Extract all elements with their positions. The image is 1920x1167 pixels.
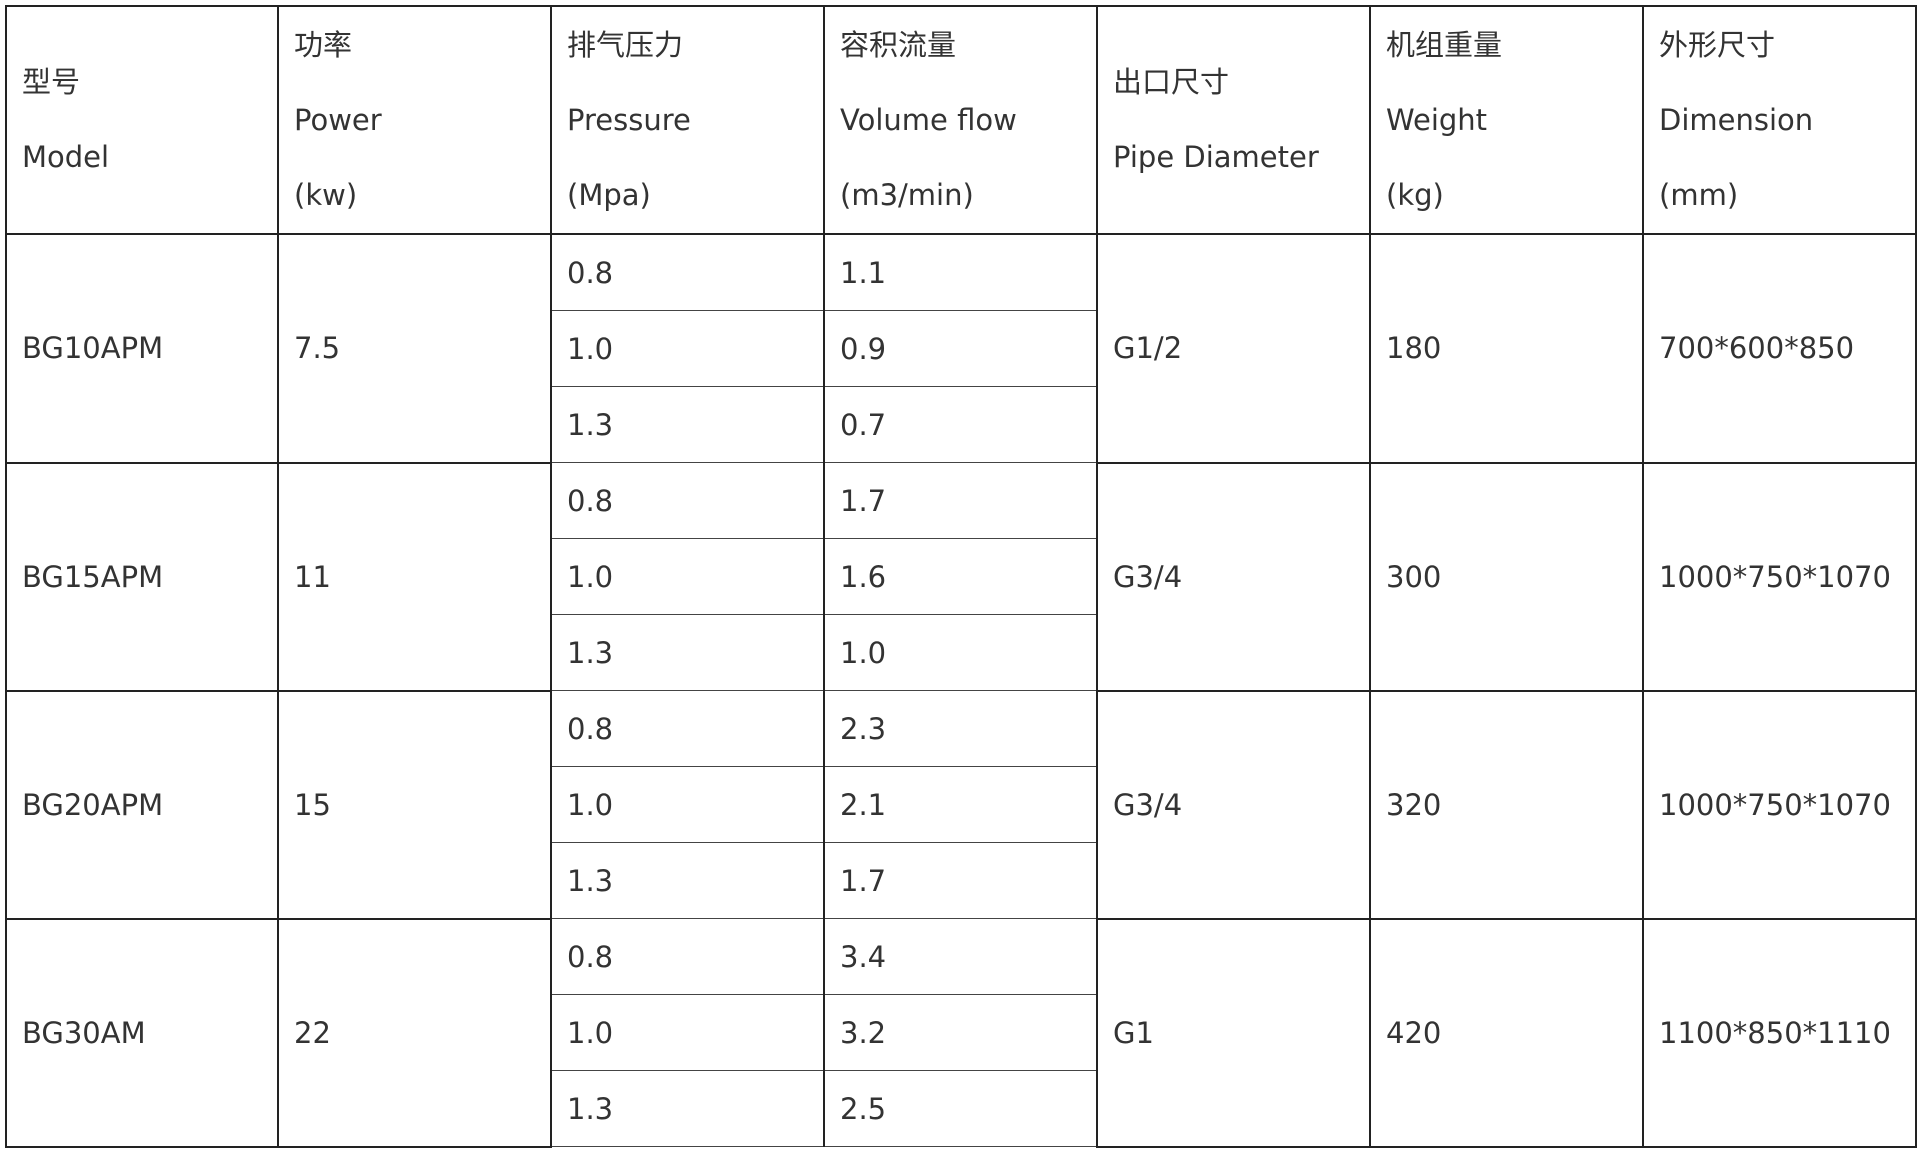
weight-cell: 300 [1369, 461, 1644, 692]
header-line: 外形尺寸 [1659, 27, 1776, 62]
header-line: 排气压力 [567, 27, 684, 62]
flow-cell: 1.6 [823, 538, 1098, 615]
power-cell: 7.5 [277, 233, 552, 464]
table-row: 1.0 0.9 [6, 310, 1916, 387]
flow-cell: 1.7 [823, 842, 1098, 919]
pressure-cell: 1.0 [550, 310, 825, 387]
table-row: 1.3 2.5 [6, 1070, 1916, 1147]
model-cell: BG15APM [5, 461, 279, 692]
pressure-cell: 1.0 [550, 994, 825, 1071]
header-line: (kw) [294, 177, 358, 212]
power-cell: 15 [277, 689, 552, 920]
pressure-cell: 1.3 [550, 1070, 825, 1147]
flow-cell: 2.3 [823, 690, 1098, 767]
pressure-cell: 1.0 [550, 538, 825, 615]
power-cell: 11 [277, 461, 552, 692]
table-row: BG20APM 15 0.8 2.3 G3/4 320 1000*750*1070 [5, 689, 1917, 920]
header-line: Model [22, 140, 110, 174]
pressure-cell: 1.3 [550, 614, 825, 691]
header-line: Power [294, 102, 382, 137]
dimension-cell: 700*600*850 [1642, 233, 1917, 464]
header-line: Pressure [567, 102, 691, 137]
dimension-cell: 1100*850*1110 [1642, 917, 1917, 1148]
flow-cell: 3.4 [823, 918, 1098, 995]
header-dimension: 外形尺寸 Dimension (mm) [1642, 5, 1917, 235]
header-line: (kg) [1386, 177, 1444, 212]
table-row: 1.0 3.2 [6, 994, 1916, 1071]
table-row: BG10APM 7.5 0.8 1.1 G1/2 180 700*600*850 [5, 233, 1917, 464]
dimension-cell: 1000*750*1070 [1642, 461, 1917, 692]
power-cell: 22 [277, 917, 552, 1148]
header-weight: 机组重量 Weight (kg) [1369, 5, 1644, 235]
header-line: (Mpa) [567, 177, 651, 212]
model-cell: BG20APM [5, 689, 279, 920]
flow-cell: 2.1 [823, 766, 1098, 843]
header-power: 功率 Power (kw) [277, 5, 552, 235]
header-line: Weight [1386, 102, 1488, 137]
header-line: 容积流量 [840, 27, 957, 62]
header-pressure: 排气压力 Pressure (Mpa) [550, 5, 825, 235]
flow-cell: 2.5 [823, 1070, 1098, 1147]
header-line: Dimension [1659, 102, 1814, 137]
pipe-cell: G3/4 [1096, 689, 1371, 920]
table-row: 1.3 1.7 [6, 842, 1916, 919]
weight-cell: 320 [1369, 689, 1644, 920]
header-line: Pipe Diameter [1113, 140, 1319, 174]
pressure-cell: 1.3 [550, 386, 825, 463]
pressure-cell: 0.8 [550, 233, 825, 311]
weight-cell: 180 [1369, 233, 1644, 464]
header-row: 型号 Model 功率 Power (kw) 排气压力 Pressure (Mpa) 容积流量 V… [5, 5, 1917, 235]
dimension-cell: 1000*750*1070 [1642, 689, 1917, 920]
header-flow: 容积流量 Volume flow (m3/min) [823, 5, 1098, 235]
header-line: 出口尺寸 [1113, 65, 1230, 99]
table-row: BG30AM 22 0.8 3.4 G1 420 1100*850*1110 [5, 917, 1917, 1148]
header-line: (mm) [1659, 177, 1739, 212]
model-cell: BG10APM [5, 233, 279, 464]
header-pipe: 出口尺寸 Pipe Diameter [1096, 5, 1371, 235]
pressure-cell: 1.3 [550, 842, 825, 919]
header-line: 机组重量 [1386, 27, 1503, 62]
header-line: (m3/min) [840, 177, 974, 212]
pressure-cell: 0.8 [550, 690, 825, 767]
header-model: 型号 Model [5, 5, 279, 235]
table-row: 1.0 1.6 [6, 538, 1916, 615]
pressure-cell: 1.0 [550, 766, 825, 843]
table-row: BG15APM 11 0.8 1.7 G3/4 300 1000*750*1070 [5, 461, 1917, 692]
flow-cell: 0.9 [823, 310, 1098, 387]
header-line: Volume flow [840, 102, 1017, 137]
model-cell: BG30AM [5, 917, 279, 1148]
flow-cell: 0.7 [823, 386, 1098, 463]
table-row: 1.0 2.1 [6, 766, 1916, 843]
header-line: 功率 [294, 27, 353, 62]
pipe-cell: G3/4 [1096, 461, 1371, 692]
header-line: 型号 [22, 65, 81, 99]
pipe-cell: G1/2 [1096, 233, 1371, 464]
weight-cell: 420 [1369, 917, 1644, 1148]
flow-cell: 3.2 [823, 994, 1098, 1071]
pipe-cell: G1 [1096, 917, 1371, 1148]
pressure-cell: 0.8 [550, 918, 825, 995]
flow-cell: 1.0 [823, 614, 1098, 691]
flow-cell: 1.7 [823, 462, 1098, 539]
pressure-cell: 0.8 [550, 462, 825, 539]
spec-table: 型号 Model 功率 Power (kw) 排气压力 Pressure (Mpa) 容积流量 V… [5, 5, 1917, 1148]
flow-cell: 1.1 [823, 233, 1098, 311]
